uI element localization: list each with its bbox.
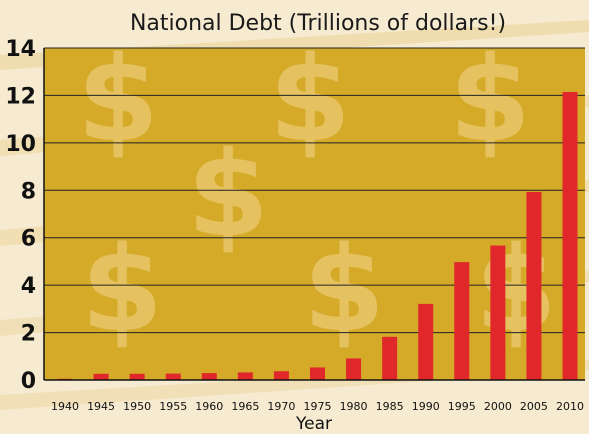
x-tick-label-1945: 1945 — [87, 400, 115, 413]
x-tick-label-1975: 1975 — [304, 400, 332, 413]
x-tick-label-2000: 2000 — [484, 400, 512, 413]
y-tick-label-4: 4 — [21, 274, 36, 299]
bar-2010 — [562, 92, 578, 380]
bar-1950 — [129, 373, 145, 380]
bar-1965 — [237, 372, 253, 380]
bar-2000 — [490, 245, 506, 380]
y-tick-label-8: 8 — [21, 179, 36, 204]
x-axis-ticks: 1940 1945 1950 1955 1960 1965 1970 1975 1980 1985… — [51, 400, 584, 413]
x-tick-label-1985: 1985 — [376, 400, 404, 413]
y-tick-label-12: 12 — [5, 84, 36, 109]
x-tick-label-1995: 1995 — [448, 400, 476, 413]
bar-1980 — [346, 358, 362, 380]
y-axis-ticks: 0 2 4 6 8 10 12 14 — [5, 37, 36, 394]
dollar-watermarks: $ $ $$$ $ $ — [77, 30, 557, 358]
dollar-watermark-6: $ — [475, 220, 557, 358]
x-tick-label-2010: 2010 — [556, 400, 584, 413]
bars — [57, 92, 578, 381]
x-tick-label-1980: 1980 — [340, 400, 368, 413]
x-axis-label: Year — [295, 414, 332, 434]
y-tick-label-14: 14 — [5, 37, 36, 62]
y-tick-label-2: 2 — [21, 322, 36, 347]
bar-1975 — [310, 367, 325, 380]
dollar-watermark-1: $ — [269, 30, 351, 168]
x-tick-label-1965: 1965 — [231, 400, 259, 413]
bar-1945 — [93, 373, 109, 380]
bar-1970 — [273, 371, 289, 380]
y-tick-label-6: 6 — [21, 227, 36, 252]
y-tick-label-10: 10 — [5, 132, 36, 157]
dollar-watermark-2: $ — [449, 30, 531, 168]
bar-1995 — [454, 262, 470, 380]
x-tick-label-1990: 1990 — [412, 400, 440, 413]
bar-1955 — [165, 373, 181, 380]
x-tick-label-1955: 1955 — [159, 400, 187, 413]
x-tick-label-1950: 1950 — [123, 400, 151, 413]
dollar-watermark-4: $ — [81, 220, 163, 358]
x-tick-label-1970: 1970 — [267, 400, 295, 413]
y-tick-label-0: 0 — [21, 369, 36, 394]
chart-title: National Debt (Trillions of dollars!) — [130, 11, 506, 36]
dollar-watermark-0: $ — [77, 30, 159, 168]
x-tick-label-2005: 2005 — [520, 400, 548, 413]
gridlines — [44, 47, 585, 334]
dollar-watermark-3: $ — [187, 125, 269, 263]
x-tick-label-1960: 1960 — [195, 400, 223, 413]
bar-1985 — [382, 336, 398, 380]
bar-1960 — [201, 373, 217, 380]
bar-2005 — [526, 191, 542, 380]
x-tick-label-1940: 1940 — [51, 400, 79, 413]
dollar-watermark-5: $ — [303, 220, 385, 358]
bar-1990 — [418, 303, 434, 380]
